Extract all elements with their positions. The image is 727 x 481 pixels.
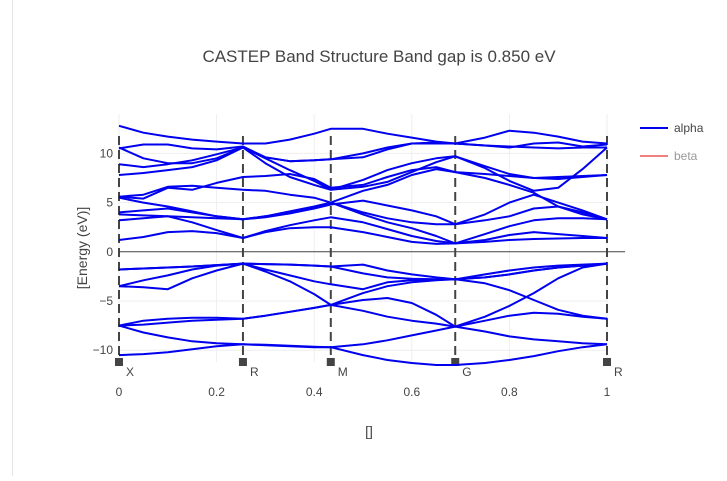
kpoint-marker: [326, 358, 335, 366]
x-tick-label: 0.4: [306, 385, 323, 399]
kpoint-label: M: [338, 365, 348, 379]
axis-ticks: 0 0.2 0.4 0.6 0.8 1 −10 −5 0 5 10: [93, 146, 611, 399]
x-tick-label: 0: [116, 385, 123, 399]
band-alpha-1: [118, 324, 608, 349]
kpoint-label: G: [462, 365, 471, 379]
band-alpha-15: [118, 146, 608, 191]
x-axis-title: []: [365, 423, 373, 439]
band-alpha-8: [118, 226, 607, 245]
kpoint-marker: [451, 358, 460, 366]
kpoint-marker: [115, 358, 123, 366]
band-alpha-16: [118, 146, 608, 192]
y-axis-title: [Energy (eV)]: [74, 207, 90, 289]
x-tick-label: 0.2: [208, 385, 225, 399]
legend-label-beta: beta: [674, 149, 698, 163]
kpoint-marker: [238, 358, 247, 366]
x-tick-label: 0.6: [403, 385, 420, 399]
x-tick-label: 0.8: [501, 385, 518, 399]
band-structure-chart: CASTEP Band Structure Band gap is 0.850 …: [74, 47, 704, 439]
kpoint-marker: [603, 358, 611, 366]
chart-frame: CASTEP Band Structure Band gap is 0.850 …: [12, 0, 727, 476]
kpoint-label: R: [250, 365, 259, 379]
band-alpha-18: [118, 141, 608, 163]
x-tick-label: 1: [604, 385, 611, 399]
band-alpha-7: [118, 262, 608, 281]
chart-title: CASTEP Band Structure Band gap is 0.850 …: [202, 47, 556, 66]
band-alpha-0: [118, 343, 608, 366]
band-alpha-10: [118, 201, 608, 245]
legend: alpha beta: [640, 121, 704, 163]
kpoint-label: X: [126, 365, 134, 379]
y-tick-label: 10: [100, 146, 114, 160]
band-alpha-9: [118, 215, 608, 245]
legend-label-alpha: alpha: [674, 121, 704, 135]
bands-alpha: [118, 124, 608, 366]
y-tick-label: −10: [93, 343, 114, 357]
kpoint-label: R: [614, 365, 623, 379]
legend-item-beta[interactable]: beta: [640, 149, 698, 163]
band-alpha-19: [118, 124, 608, 145]
band-alpha-12: [118, 193, 608, 226]
legend-item-alpha[interactable]: alpha: [640, 121, 704, 135]
band-alpha-4: [118, 262, 608, 320]
band-alpha-2: [118, 303, 608, 328]
y-tick-label: 5: [106, 196, 113, 210]
y-tick-label: −5: [99, 294, 113, 308]
band-alpha-17: [118, 141, 607, 165]
y-tick-label: 0: [106, 245, 113, 259]
